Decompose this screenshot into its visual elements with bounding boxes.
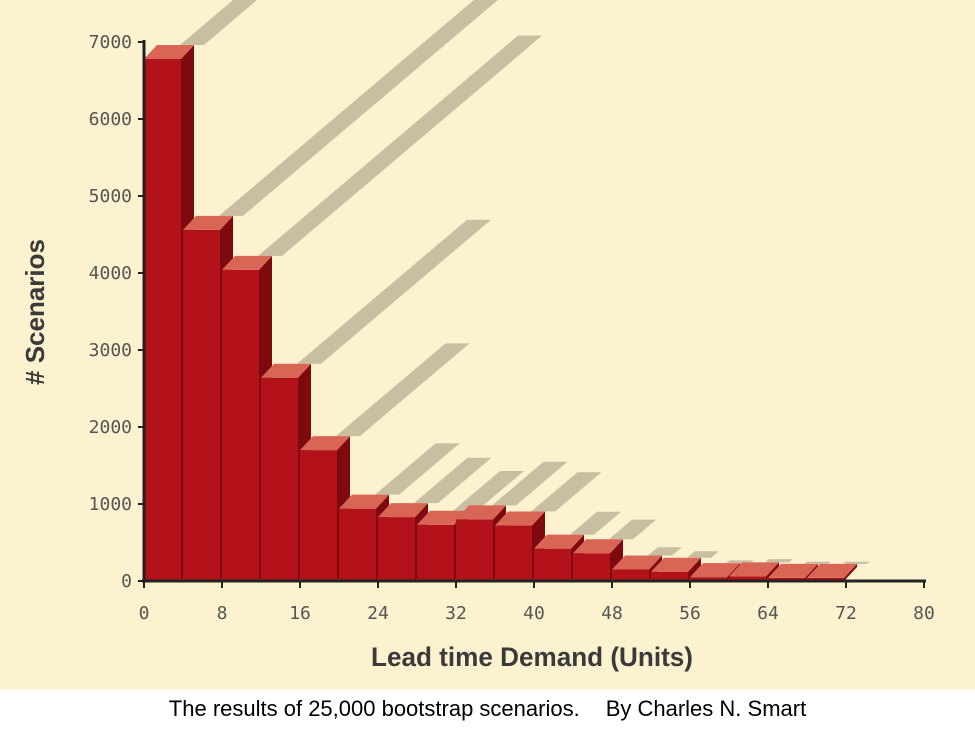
y-tick-label: 2000 xyxy=(89,417,132,438)
bar-top xyxy=(339,494,389,509)
bar xyxy=(807,577,844,581)
y-ticks: 0 1000 2000 3000 4000 5000 6000 7000 xyxy=(89,32,144,592)
bar xyxy=(495,525,532,581)
bar-side xyxy=(688,557,701,581)
x-tick-label: 8 xyxy=(217,603,228,624)
bar xyxy=(417,524,454,581)
bar-top xyxy=(534,534,584,549)
x-axis-label: Lead time Demand (Units) xyxy=(371,642,693,672)
bar-shadow xyxy=(219,0,498,216)
bar xyxy=(690,577,727,581)
bar xyxy=(612,569,649,581)
bar-top xyxy=(417,510,467,525)
y-axis-label: # Scenarios xyxy=(20,239,50,385)
y-tick-label: 1000 xyxy=(89,494,132,515)
bar-shadow xyxy=(648,547,682,556)
bar-shadow xyxy=(180,0,258,45)
y-tick-label: 4000 xyxy=(89,263,132,284)
bar-top xyxy=(768,563,818,578)
bar-top xyxy=(144,44,194,59)
x-tick-label: 72 xyxy=(835,603,857,624)
bar xyxy=(573,553,610,581)
bar xyxy=(729,576,766,581)
bar xyxy=(456,519,493,581)
x-tick-label: 0 xyxy=(139,603,150,624)
bar-top xyxy=(651,557,701,572)
y-tick-label: 3000 xyxy=(89,340,132,361)
x-tick-label: 24 xyxy=(367,603,389,624)
bar-side xyxy=(766,562,779,581)
y-tick-label: 7000 xyxy=(89,32,132,53)
bar-shadow xyxy=(336,343,470,437)
bar xyxy=(534,548,571,581)
bar-chart: 0 1000 2000 3000 4000 5000 6000 7000 0 8 16 24 32 40… xyxy=(20,0,935,672)
x-tick-label: 48 xyxy=(601,603,623,624)
bar-shadow xyxy=(297,219,492,364)
bar-top xyxy=(222,255,272,270)
bar-shadow xyxy=(531,472,602,512)
bar-shadow xyxy=(375,443,460,495)
bar xyxy=(183,229,220,581)
bar xyxy=(300,450,337,581)
y-tick-label: 6000 xyxy=(89,109,132,130)
bar-top xyxy=(729,562,779,577)
bar-shadow xyxy=(492,461,568,506)
bar-top xyxy=(300,436,350,451)
bar-top xyxy=(456,505,506,520)
y-tick-label: 5000 xyxy=(89,186,132,207)
caption: The results of 25,000 bootstrap scenario… xyxy=(0,696,975,722)
caption-text: The results of 25,000 bootstrap scenario… xyxy=(168,696,580,721)
bar-shadow xyxy=(843,561,870,564)
bar xyxy=(261,377,298,581)
bar-top xyxy=(573,539,623,554)
bar-top xyxy=(690,563,740,578)
bar-top xyxy=(807,563,857,578)
bar-top xyxy=(183,215,233,230)
bar-shadow xyxy=(804,561,831,564)
y-tick-label: 0 xyxy=(121,571,132,592)
bar xyxy=(378,517,415,581)
x-tick-label: 56 xyxy=(679,603,701,624)
bar-shadow xyxy=(453,470,525,511)
x-ticks: 0 8 16 24 32 40 48 56 64 72 80 xyxy=(139,581,935,624)
bar xyxy=(144,58,181,581)
bar-shadow xyxy=(258,35,543,256)
x-tick-label: 32 xyxy=(445,603,467,624)
bar-shadow xyxy=(765,559,793,563)
bar-top xyxy=(612,555,662,570)
chart-area: 0 1000 2000 3000 4000 5000 6000 7000 0 8 16 24 32 40… xyxy=(0,0,975,690)
bar xyxy=(651,571,688,581)
bar-top xyxy=(495,511,545,526)
bar-shadow xyxy=(570,511,622,535)
x-tick-label: 64 xyxy=(757,603,779,624)
bar xyxy=(768,577,805,581)
x-tick-label: 80 xyxy=(913,603,935,624)
bar-shadows xyxy=(180,0,870,564)
bar-shadow xyxy=(414,457,492,504)
bar-shadow xyxy=(687,551,719,558)
bar-top xyxy=(261,363,311,378)
bar xyxy=(222,269,259,581)
bar-shadow xyxy=(609,519,657,540)
x-tick-label: 16 xyxy=(289,603,311,624)
bars xyxy=(144,44,857,582)
bar xyxy=(339,508,376,581)
x-tick-label: 40 xyxy=(523,603,545,624)
caption-author: By Charles N. Smart xyxy=(605,696,807,721)
bar-side xyxy=(844,563,857,581)
bar-top xyxy=(378,503,428,518)
